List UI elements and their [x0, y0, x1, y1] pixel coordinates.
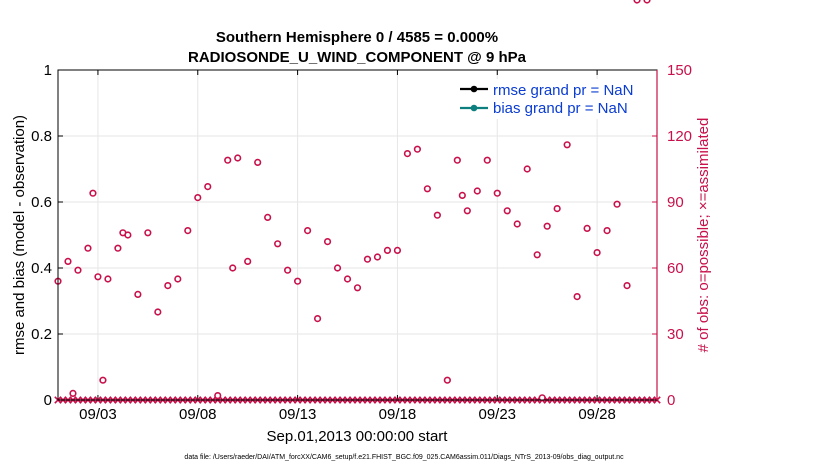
possible-marker	[134, 290, 142, 299]
possible-marker	[373, 253, 382, 261]
possible-marker	[244, 257, 252, 266]
y-tick-label-right: 0	[667, 392, 675, 409]
x-tick-label: 09/23	[478, 406, 516, 423]
x-tick-label: 09/13	[279, 406, 317, 423]
possible-marker	[453, 156, 461, 164]
possible-marker	[458, 191, 466, 199]
possible-marker	[323, 238, 332, 246]
possible-marker	[553, 205, 561, 213]
y-tick-label-left: 0.2	[31, 326, 52, 343]
possible-marker	[603, 227, 611, 235]
possible-marker	[363, 255, 372, 263]
possible-marker	[229, 264, 237, 272]
possible-marker	[383, 246, 392, 254]
possible-marker	[403, 150, 412, 158]
y-tick-label-left: 0.8	[31, 128, 52, 145]
possible-marker	[99, 376, 107, 384]
y-tick-label-left: 1	[44, 62, 52, 79]
possible-marker	[533, 251, 541, 259]
legend-label-bias: bias grand pr = NaN	[493, 100, 628, 117]
possible-marker	[303, 227, 312, 235]
x-axis-label: Sep.01,2013 00:00:00 start	[267, 428, 449, 445]
y-tick-label-left: 0	[44, 392, 52, 409]
possible-marker	[583, 224, 591, 232]
possible-marker	[503, 207, 511, 215]
possible-marker	[513, 220, 521, 228]
y-axis-label-right: # of obs: o=possible; ×=assimilated	[695, 118, 712, 353]
possible-marker	[593, 249, 601, 257]
possible-marker	[333, 264, 342, 272]
possible-marker	[633, 0, 641, 4]
possible-marker	[89, 189, 97, 197]
possible-marker	[473, 187, 481, 195]
possible-marker	[413, 145, 422, 153]
possible-marker	[74, 266, 82, 274]
possible-marker	[234, 154, 242, 162]
possible-marker	[443, 376, 451, 384]
legend-label-rmse: rmse grand pr = NaN	[493, 82, 633, 99]
y-tick-label-right: 60	[667, 260, 684, 277]
possible-marker	[284, 266, 292, 274]
possible-marker	[194, 194, 202, 202]
possible-marker	[224, 156, 232, 164]
data-file-footer: data file: /Users/raeder/DAI/ATM_forcXX/…	[184, 454, 624, 461]
possible-marker	[563, 141, 571, 149]
y-tick-label-right: 150	[667, 62, 692, 79]
possible-marker	[433, 211, 441, 219]
possible-marker	[274, 240, 282, 248]
possible-layer	[54, 0, 651, 402]
legend-marker-bias	[470, 104, 478, 112]
possible-marker	[294, 277, 302, 285]
possible-marker	[124, 231, 132, 239]
possible-marker	[343, 275, 352, 283]
y-tick-label-right: 30	[667, 326, 684, 343]
possible-marker	[214, 392, 222, 400]
possible-marker	[154, 308, 162, 316]
legend-box	[451, 79, 647, 119]
possible-marker	[144, 229, 152, 237]
legend: rmse grand pr = NaN bias grand pr = NaN	[451, 79, 647, 119]
x-tick-label: 09/03	[79, 406, 117, 423]
y-axis-label-left: rmse and bias (model - observation)	[11, 115, 28, 355]
y-tick-label-left: 0.4	[31, 260, 52, 277]
possible-marker	[264, 213, 272, 221]
possible-marker	[64, 257, 72, 266]
possible-marker	[643, 0, 651, 4]
possible-marker	[174, 275, 182, 283]
legend-marker-rmse	[470, 85, 478, 93]
y-tick-label-left: 0.6	[31, 194, 52, 211]
possible-marker	[543, 222, 551, 230]
x-tick-label: 09/08	[179, 406, 217, 423]
possible-marker	[104, 275, 112, 283]
possible-marker	[114, 244, 122, 252]
possible-marker	[523, 165, 531, 173]
plot-area	[58, 70, 657, 400]
y-tick-label-right: 120	[667, 128, 692, 145]
possible-marker	[538, 394, 546, 402]
possible-marker	[184, 227, 192, 235]
possible-marker	[94, 273, 102, 281]
possible-marker	[623, 282, 631, 290]
x-tick-label: 09/18	[379, 406, 417, 423]
possible-marker	[573, 293, 581, 301]
possible-marker	[613, 200, 621, 208]
possible-marker	[353, 284, 362, 292]
possible-marker	[483, 156, 491, 164]
possible-marker	[69, 389, 77, 398]
chart-title-line1: Southern Hemisphere 0 / 4585 = 0.000%	[216, 29, 498, 46]
possible-marker	[393, 246, 402, 254]
ticks: 09/03 09/08 09/13 09/18 09/23 09/28 0 0.2 0.4 0.6…	[31, 62, 692, 423]
possible-marker	[493, 189, 501, 197]
possible-marker	[254, 158, 262, 166]
possible-marker	[84, 244, 92, 252]
possible-marker	[164, 282, 172, 290]
possible-marker	[204, 183, 212, 191]
x-tick-label: 09/28	[578, 406, 616, 423]
possible-marker	[313, 315, 322, 323]
chart-title-line2: RADIOSONDE_U_WIND_COMPONENT @ 9 hPa	[188, 49, 527, 66]
possible-marker	[423, 185, 431, 193]
y-tick-label-right: 90	[667, 194, 684, 211]
possible-marker	[463, 207, 471, 215]
